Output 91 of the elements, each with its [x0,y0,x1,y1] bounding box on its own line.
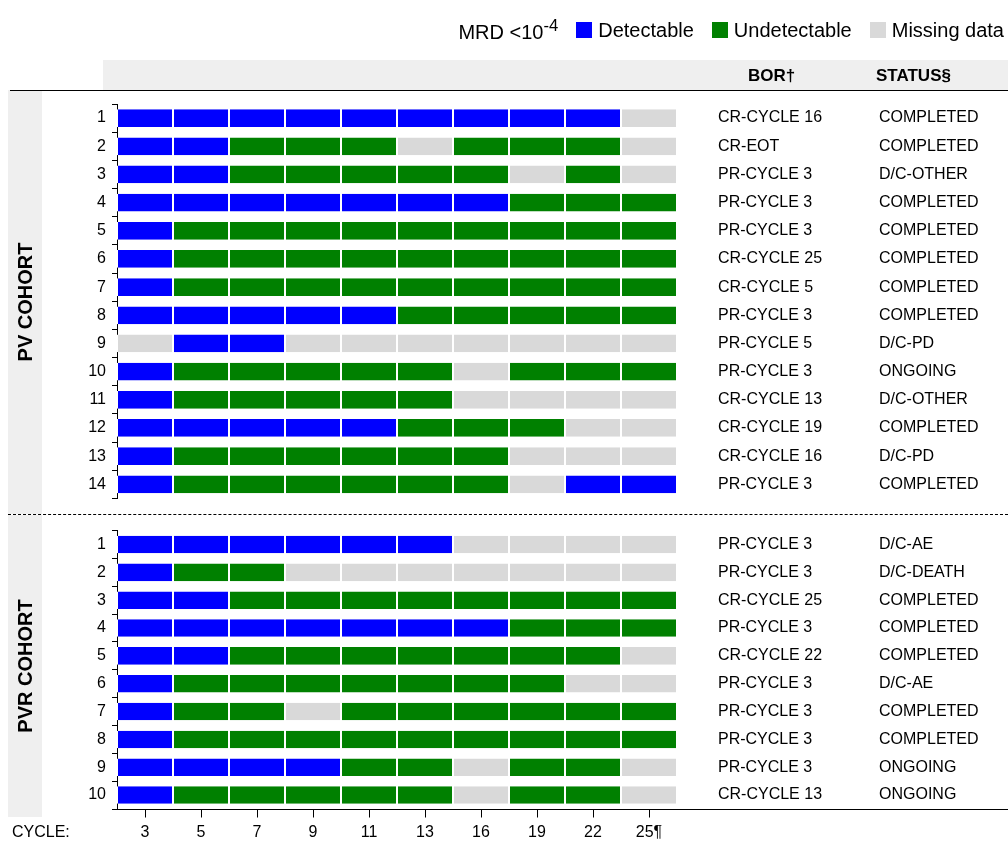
text: PR-CYCLE 3 [718,193,813,211]
text: CR-CYCLE 16 [718,446,823,464]
text: BOR† [748,65,796,85]
text: CR-CYCLE 13 [718,785,823,803]
y-tick-label: 1 [97,534,107,552]
y-tick-label: 8 [97,305,107,323]
y-tick-label: 3 [97,164,107,182]
text: CR-CYCLE 16 [718,108,823,126]
y-tick-label: 7 [97,277,107,295]
y-tick-label: 6 [97,249,107,267]
text: COMPLETED [879,193,979,211]
text: PR-CYCLE 3 [718,674,813,692]
text: CR-EOT [718,136,780,154]
text: COMPLETED [879,305,979,323]
text: COMPLETED [879,418,979,436]
y-tick-label: 12 [88,418,107,436]
text: ONGOING [879,757,957,775]
text: PR-CYCLE 3 [718,562,813,580]
text: D/C-DEATH [879,562,965,580]
text: D/C-OTHER [879,390,968,408]
text: D/C-OTHER [879,164,968,182]
series-label: 13 [416,823,434,841]
text: COMPLETED [879,729,979,747]
y-tick-label: 5 [97,646,107,664]
x-axis-title: CYCLE: [12,823,70,841]
text: PR-CYCLE 3 [718,362,813,380]
series-label: 7 [252,823,262,841]
text: CR-CYCLE 19 [718,418,823,436]
text: PR-CYCLE 3 [718,701,813,719]
y-tick-label: 13 [88,446,107,464]
series-label: 16 [472,823,490,841]
text: PR-CYCLE 3 [718,305,813,323]
text: PR-CYCLE 3 [718,534,813,552]
text: CR-CYCLE 25 [718,249,823,267]
y-tick-label: 3 [97,590,107,608]
legend-label: Detectable [598,18,694,42]
text: PR-CYCLE 3 [718,164,813,182]
y-tick-label: 4 [97,618,107,636]
y-tick-label: 6 [97,674,107,692]
series-label: 25¶ [635,823,663,841]
series-label: 19 [528,823,546,841]
y-tick-label: 1 [97,108,107,126]
text: COMPLETED [879,108,979,126]
text: ONGOING [879,785,957,803]
y-axis-title: PVR COHORT [13,599,36,733]
text: PR-CYCLE 5 [718,333,813,351]
text: D/C-PD [879,446,935,464]
y-tick-label: 5 [97,221,107,239]
text: COMPLETED [879,646,979,664]
text: CR-CYCLE 13 [718,390,823,408]
text: CR-CYCLE 25 [718,590,823,608]
text: PR-CYCLE 3 [718,757,813,775]
y-tick-label: 4 [97,193,107,211]
text: PR-CYCLE 3 [718,618,813,636]
text: STATUS§ [876,65,951,85]
text: D/C-PD [879,333,935,351]
series-label: 22 [584,823,602,841]
text: COMPLETED [879,221,979,239]
text: ONGOING [879,362,957,380]
text: D/C-AE [879,534,934,552]
text: COMPLETED [879,618,979,636]
y-tick-label: 9 [97,757,107,775]
y-tick-label: 14 [88,474,107,492]
y-axis-title: PV COHORT [13,242,36,362]
text: PR-CYCLE 3 [718,474,813,492]
text: D/C-AE [879,674,934,692]
y-tick-label: 8 [97,729,107,747]
text: PR-CYCLE 3 [718,729,813,747]
series-label: 11 [360,823,378,841]
y-tick-label: 7 [97,701,107,719]
series-label: 5 [196,823,206,841]
y-tick-label: 10 [88,785,107,803]
text: CR-CYCLE 5 [718,277,814,295]
text: COMPLETED [879,136,979,154]
legend-label: Undetectable [733,18,852,42]
text: COMPLETED [879,701,979,719]
series-label: 9 [308,823,318,841]
series-label: 3 [140,823,150,841]
text: PR-CYCLE 3 [718,221,813,239]
legend-title: MRD <10$^{-4}$ [458,16,559,44]
legend-label: Missing data [891,18,1004,42]
text: CR-CYCLE 22 [718,646,823,664]
text: COMPLETED [879,590,979,608]
y-tick-label: 10 [88,362,107,380]
y-tick-label: 9 [97,333,107,351]
text: COMPLETED [879,474,979,492]
text: COMPLETED [879,277,979,295]
y-tick-label: 2 [97,562,107,580]
text: COMPLETED [879,249,979,267]
y-tick-label: 11 [89,390,107,408]
y-tick-label: 2 [97,136,107,154]
